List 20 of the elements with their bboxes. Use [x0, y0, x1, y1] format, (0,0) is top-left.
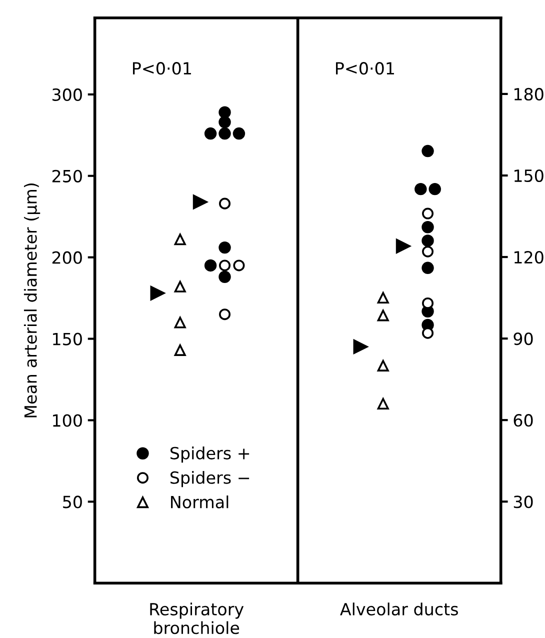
annotation: P<0·01: [133, 62, 191, 75]
y-tick-label: 50: [63, 496, 82, 508]
y-tick-label: 300: [52, 88, 82, 101]
legend-label: Spiders −: [170, 471, 250, 488]
y-tick-label: 30: [514, 496, 533, 508]
y-tick-label: 180: [514, 88, 544, 101]
x-tick-label: Respiratory bronchiole: [150, 602, 244, 634]
y-tick-label: 150: [514, 169, 544, 182]
legend-label: Normal: [171, 495, 228, 508]
y-tick-label: 250: [52, 170, 82, 182]
y-tick-label: 200: [52, 251, 82, 264]
x-tick-label: Alveolar ducts: [340, 602, 458, 616]
y-tick-label: 150: [53, 332, 82, 346]
y-tick-label: 60: [514, 414, 533, 427]
legend-label: Spiders +: [170, 446, 250, 463]
annotation: P<0·01: [336, 62, 394, 75]
y-tick-label: 100: [53, 414, 82, 427]
y-axis-title: Mean arterial diameter (μm): [24, 183, 40, 418]
y-tick-label: 120: [514, 250, 544, 264]
y-tick-label: 90: [514, 332, 533, 346]
